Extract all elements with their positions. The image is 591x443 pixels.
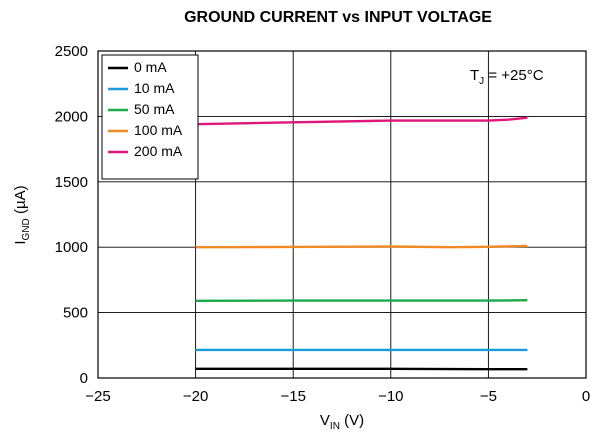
series-line [195, 244, 528, 249]
x-tick-labels: −25 −20 −15 −10 −5 0 [85, 388, 590, 405]
y-tick-label: 1000 [55, 239, 88, 256]
x-tick-label: −25 [85, 388, 110, 405]
series-lines [195, 116, 528, 371]
y-axis-label: IGND (µA) [12, 185, 32, 244]
y-tick-label: 0 [80, 370, 88, 387]
legend-label: 0 mA [134, 59, 167, 75]
legend-label: 200 mA [134, 143, 183, 159]
x-tick-label: −5 [480, 388, 497, 405]
y-tick-label: 2000 [55, 108, 88, 125]
plot-frame [97, 50, 587, 379]
legend-box [101, 54, 199, 180]
series-line [195, 299, 528, 302]
legend-label: 100 mA [134, 122, 183, 138]
x-axis-label: VIN (V) [320, 412, 364, 432]
y-tick-label: 500 [63, 305, 88, 322]
temperature-annotation: TJ = +25°C [470, 67, 544, 87]
legend: 0 mA 10 mA 50 mA 100 mA 200 mA [101, 54, 199, 180]
legend-label: 50 mA [134, 101, 175, 117]
y-tick-labels: 0 500 1000 1500 2000 2500 [55, 43, 88, 387]
x-tick-label: −10 [378, 388, 403, 405]
y-tick-label: 1500 [55, 174, 88, 191]
x-tick-label: −20 [183, 388, 208, 405]
legend-label: 10 mA [134, 80, 175, 96]
x-tick-label: 0 [582, 388, 590, 405]
chart-title: GROUND CURRENT vs INPUT VOLTAGE [184, 9, 492, 26]
series-line [195, 116, 528, 126]
x-tick-label: −15 [280, 388, 305, 405]
y-tick-label: 2500 [55, 43, 88, 60]
